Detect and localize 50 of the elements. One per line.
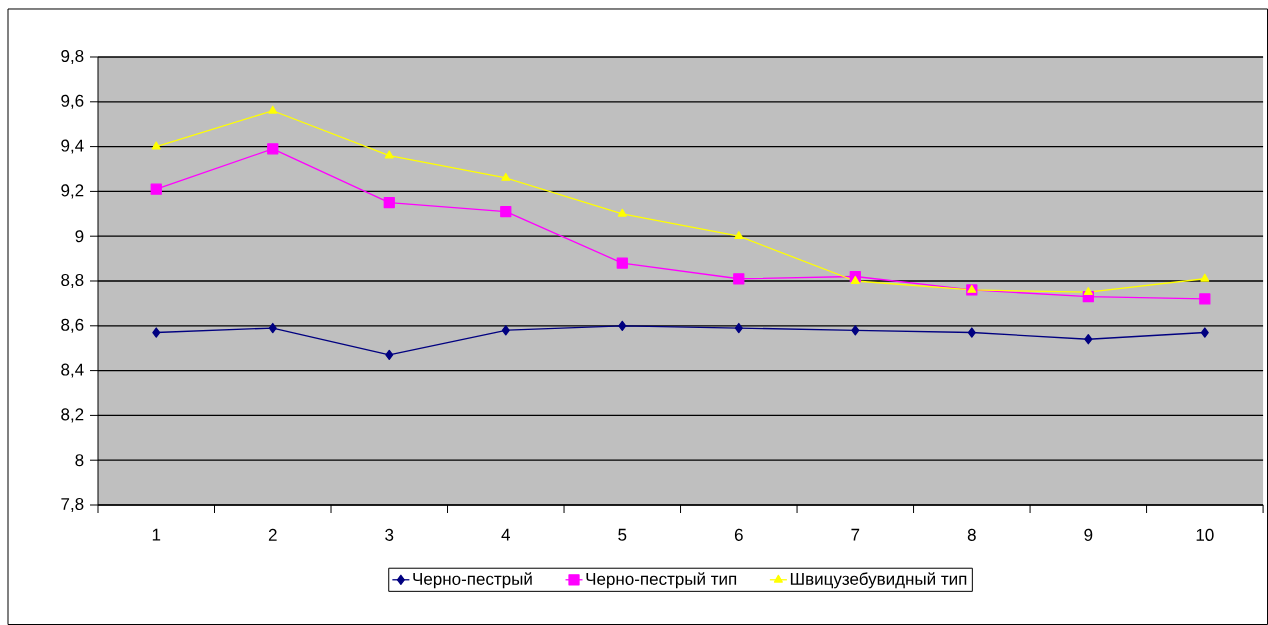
point: [967, 327, 976, 338]
y-tick-label: 8,4: [61, 363, 84, 378]
x-tick-label: 2: [268, 528, 277, 541]
x-tick-label: 3: [385, 528, 394, 541]
y-tick-label: 9,8: [61, 49, 84, 65]
x-tick-label: 7: [851, 528, 860, 541]
point: [268, 105, 278, 114]
legend-label: Черно-пестрый: [413, 572, 532, 589]
point: [385, 349, 394, 361]
point: [1200, 273, 1210, 282]
point: [267, 143, 279, 155]
legend-label: Черно-пестрый тип: [586, 572, 737, 589]
point: [151, 141, 161, 150]
point: [733, 273, 745, 285]
x-tick-label: 1: [152, 528, 161, 541]
point: [1084, 334, 1093, 345]
point: [1083, 287, 1093, 296]
point: [500, 205, 512, 218]
point: [734, 231, 744, 240]
x-tick-label: 4: [501, 528, 511, 541]
point: [383, 196, 395, 209]
y-tick-label: 9,2: [61, 184, 84, 199]
x-tick-label: 5: [618, 528, 627, 541]
y-tick-label: 9,6: [61, 94, 84, 109]
point: [268, 322, 277, 334]
y-tick-label: 9: [75, 230, 84, 243]
x-tick-label: 8: [967, 528, 976, 541]
point: [616, 257, 628, 269]
legend-label: Швицузебувидный тип: [790, 572, 967, 589]
point: [501, 172, 511, 181]
point: [1200, 327, 1209, 338]
point: [152, 327, 161, 338]
y-tick-label: 8,2: [61, 408, 84, 423]
point: [850, 275, 860, 284]
point: [501, 325, 510, 336]
x-tick-label: 6: [734, 528, 743, 541]
x-tick-label: 10: [1196, 528, 1214, 541]
y-tick-label: 7,8: [61, 497, 84, 513]
point: [618, 320, 627, 331]
y-tick-label: 8,6: [61, 318, 84, 333]
x-tick-label: 9: [1084, 528, 1093, 541]
point: [1199, 293, 1211, 305]
point: [851, 325, 860, 336]
point: [384, 150, 394, 159]
point: [150, 183, 162, 195]
point: [734, 322, 743, 334]
y-tick-label: 9,4: [61, 139, 84, 154]
y-tick-label: 8,8: [61, 273, 84, 289]
y-tick-label: 8: [75, 454, 84, 467]
point: [617, 208, 627, 217]
